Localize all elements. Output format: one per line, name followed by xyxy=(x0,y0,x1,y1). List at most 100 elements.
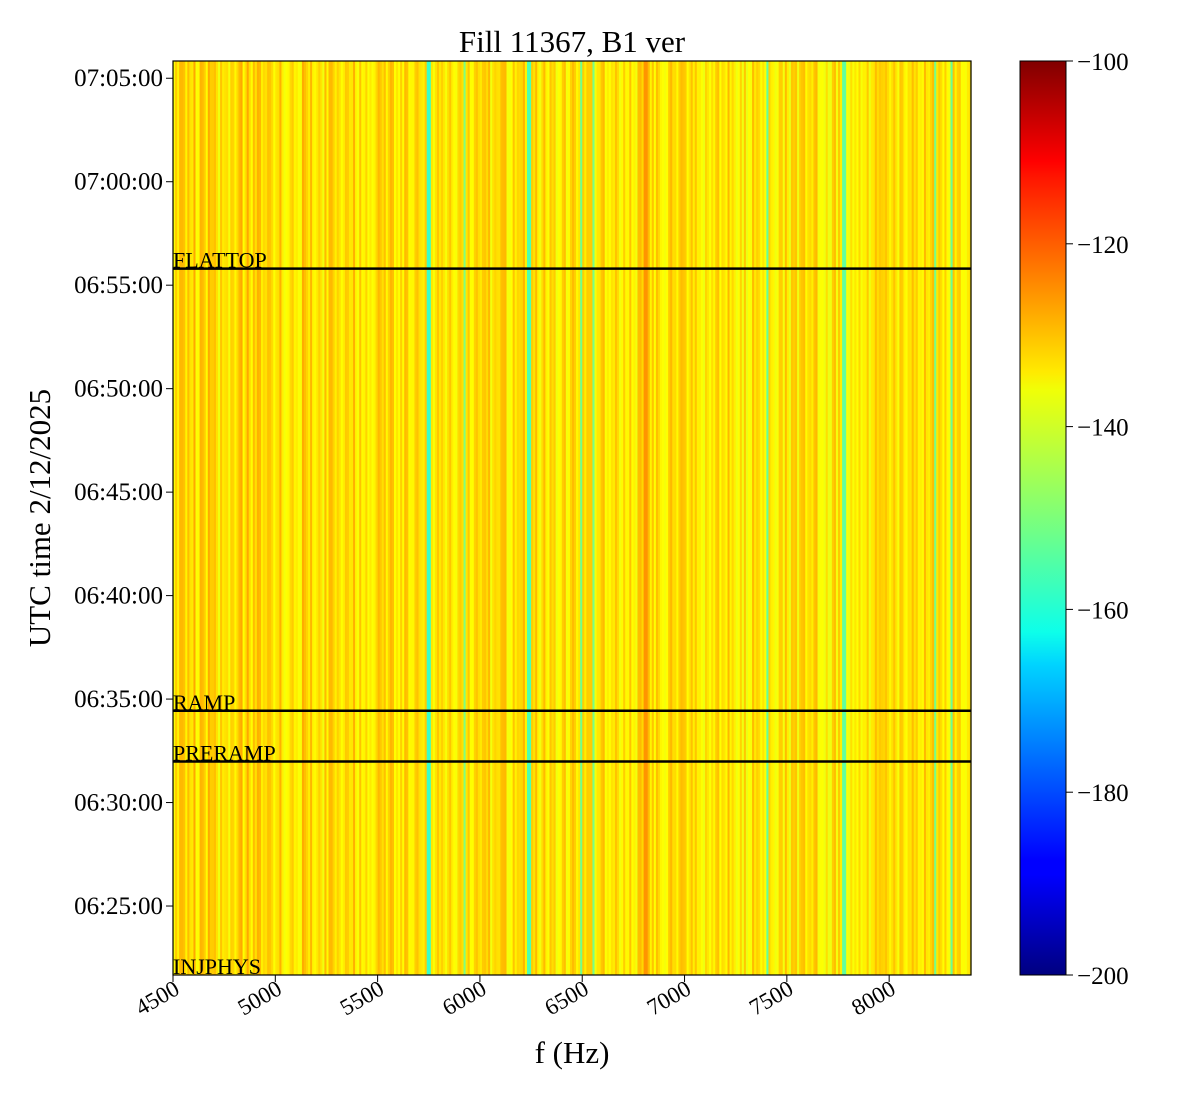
heatmap-cell xyxy=(326,61,330,975)
heatmap-cell xyxy=(436,61,440,975)
heatmap-cell xyxy=(461,61,465,975)
heatmap-cell xyxy=(682,61,686,975)
heatmap-cell xyxy=(516,61,520,975)
heatmap-cell xyxy=(893,61,896,975)
heatmap-cell xyxy=(586,61,589,975)
heatmap-cell xyxy=(173,61,176,975)
heatmap-cell xyxy=(600,61,604,975)
heatmap-cell xyxy=(441,61,444,975)
heatmap-cell xyxy=(273,61,276,975)
heatmap-cell xyxy=(295,61,299,975)
heatmap-cell xyxy=(477,61,481,975)
heatmap-cell xyxy=(242,61,246,975)
heatmap-cell xyxy=(930,61,933,975)
heatmap-cell xyxy=(330,61,334,975)
x-tick-label: 6500 xyxy=(540,976,592,1021)
heatmap-cell xyxy=(484,61,487,975)
heatmap-cell xyxy=(827,61,831,975)
heatmap-cell xyxy=(825,61,829,975)
heatmap-cell xyxy=(463,61,467,975)
heatmap-cell xyxy=(520,61,524,975)
heatmap-cell xyxy=(301,61,305,975)
heatmap-cell xyxy=(876,61,880,975)
heatmap-cell xyxy=(596,61,600,975)
heatmap-cell xyxy=(578,61,581,975)
heatmap-cell xyxy=(870,61,874,975)
heatmap-cell xyxy=(614,61,618,975)
heatmap-cell xyxy=(199,61,203,975)
heatmap-cell xyxy=(731,61,735,975)
plot-frame xyxy=(172,60,972,976)
heatmap-cell xyxy=(737,61,741,975)
heatmap-cell xyxy=(743,61,747,975)
heatmap-cell xyxy=(813,61,817,975)
heatmap-cell xyxy=(256,61,260,975)
heatmap-cell xyxy=(829,61,833,975)
heatmap-cell xyxy=(574,61,577,975)
heatmap-cell xyxy=(248,61,252,975)
y-tick-label: 06:40:00 xyxy=(74,583,163,610)
heatmap-cell xyxy=(756,61,759,975)
heatmap-cell xyxy=(404,61,407,975)
heatmap-cell xyxy=(432,61,436,975)
heatmap-cell xyxy=(518,61,522,975)
heatmap-cell xyxy=(711,61,714,975)
heatmap-cell xyxy=(498,61,501,975)
heatmap-cell xyxy=(674,61,677,975)
heatmap-cell xyxy=(811,61,815,975)
heatmap-cell xyxy=(443,61,446,975)
heatmap-cell xyxy=(801,61,804,975)
heatmap-cell xyxy=(817,61,821,975)
heatmap-cell xyxy=(915,61,919,975)
heatmap-cell xyxy=(709,61,712,975)
heatmap-cell xyxy=(412,61,416,975)
y-tick-label: 06:50:00 xyxy=(74,376,163,403)
heatmap-cell xyxy=(821,61,825,975)
heatmap-cell xyxy=(784,61,788,975)
heatmap-cell xyxy=(946,61,950,975)
heatmap-cell xyxy=(377,61,381,975)
heatmap-cell xyxy=(897,61,900,975)
y-tick-label: 06:35:00 xyxy=(74,686,163,713)
heatmap-cell xyxy=(633,61,637,975)
heatmap-cell xyxy=(236,61,240,975)
heatmap-cell xyxy=(592,61,596,975)
heatmap-cell xyxy=(690,61,694,975)
heatmap-cell xyxy=(400,61,403,975)
heatmap-cell xyxy=(659,61,663,975)
heatmap-cell xyxy=(666,61,669,975)
colorbar-tick-label: −100 xyxy=(1077,49,1129,76)
heatmap-cell xyxy=(467,61,471,975)
heatmap-cell xyxy=(551,61,555,975)
heatmap-cell xyxy=(700,61,704,975)
x-tick-label: 6000 xyxy=(438,976,490,1021)
heatmap-cell xyxy=(602,61,606,975)
heatmap-cell xyxy=(543,61,546,975)
heatmap-cell xyxy=(258,61,262,975)
heatmap-cell xyxy=(612,61,616,975)
heatmap-cell xyxy=(567,61,571,975)
heatmap-cell xyxy=(741,61,745,975)
y-tick-label: 06:30:00 xyxy=(74,790,163,817)
heatmap-cell xyxy=(895,61,898,975)
heatmap-cell xyxy=(942,61,945,975)
heatmap-cell xyxy=(512,61,516,975)
annotation-label-ramp: RAMP xyxy=(173,690,235,715)
heatmap-cell xyxy=(874,61,878,975)
heatmap-cell xyxy=(195,61,199,975)
heatmap-cell xyxy=(754,61,757,975)
heatmap-cell xyxy=(938,61,941,975)
heatmap-cell xyxy=(678,61,682,975)
heatmap-cell xyxy=(531,61,534,975)
heatmap-cell xyxy=(960,61,964,975)
x-tick-label: 4500 xyxy=(131,976,183,1021)
heatmap-cell xyxy=(457,61,461,975)
heatmap-cell xyxy=(332,61,336,975)
heatmap-cell xyxy=(719,61,722,975)
heatmap-cell xyxy=(526,61,530,975)
heatmap-cell xyxy=(835,61,839,975)
heatmap-cell xyxy=(735,61,739,975)
heatmap-cell xyxy=(840,61,843,975)
heatmap-cell xyxy=(396,61,399,975)
heatmap-cell xyxy=(260,61,264,975)
